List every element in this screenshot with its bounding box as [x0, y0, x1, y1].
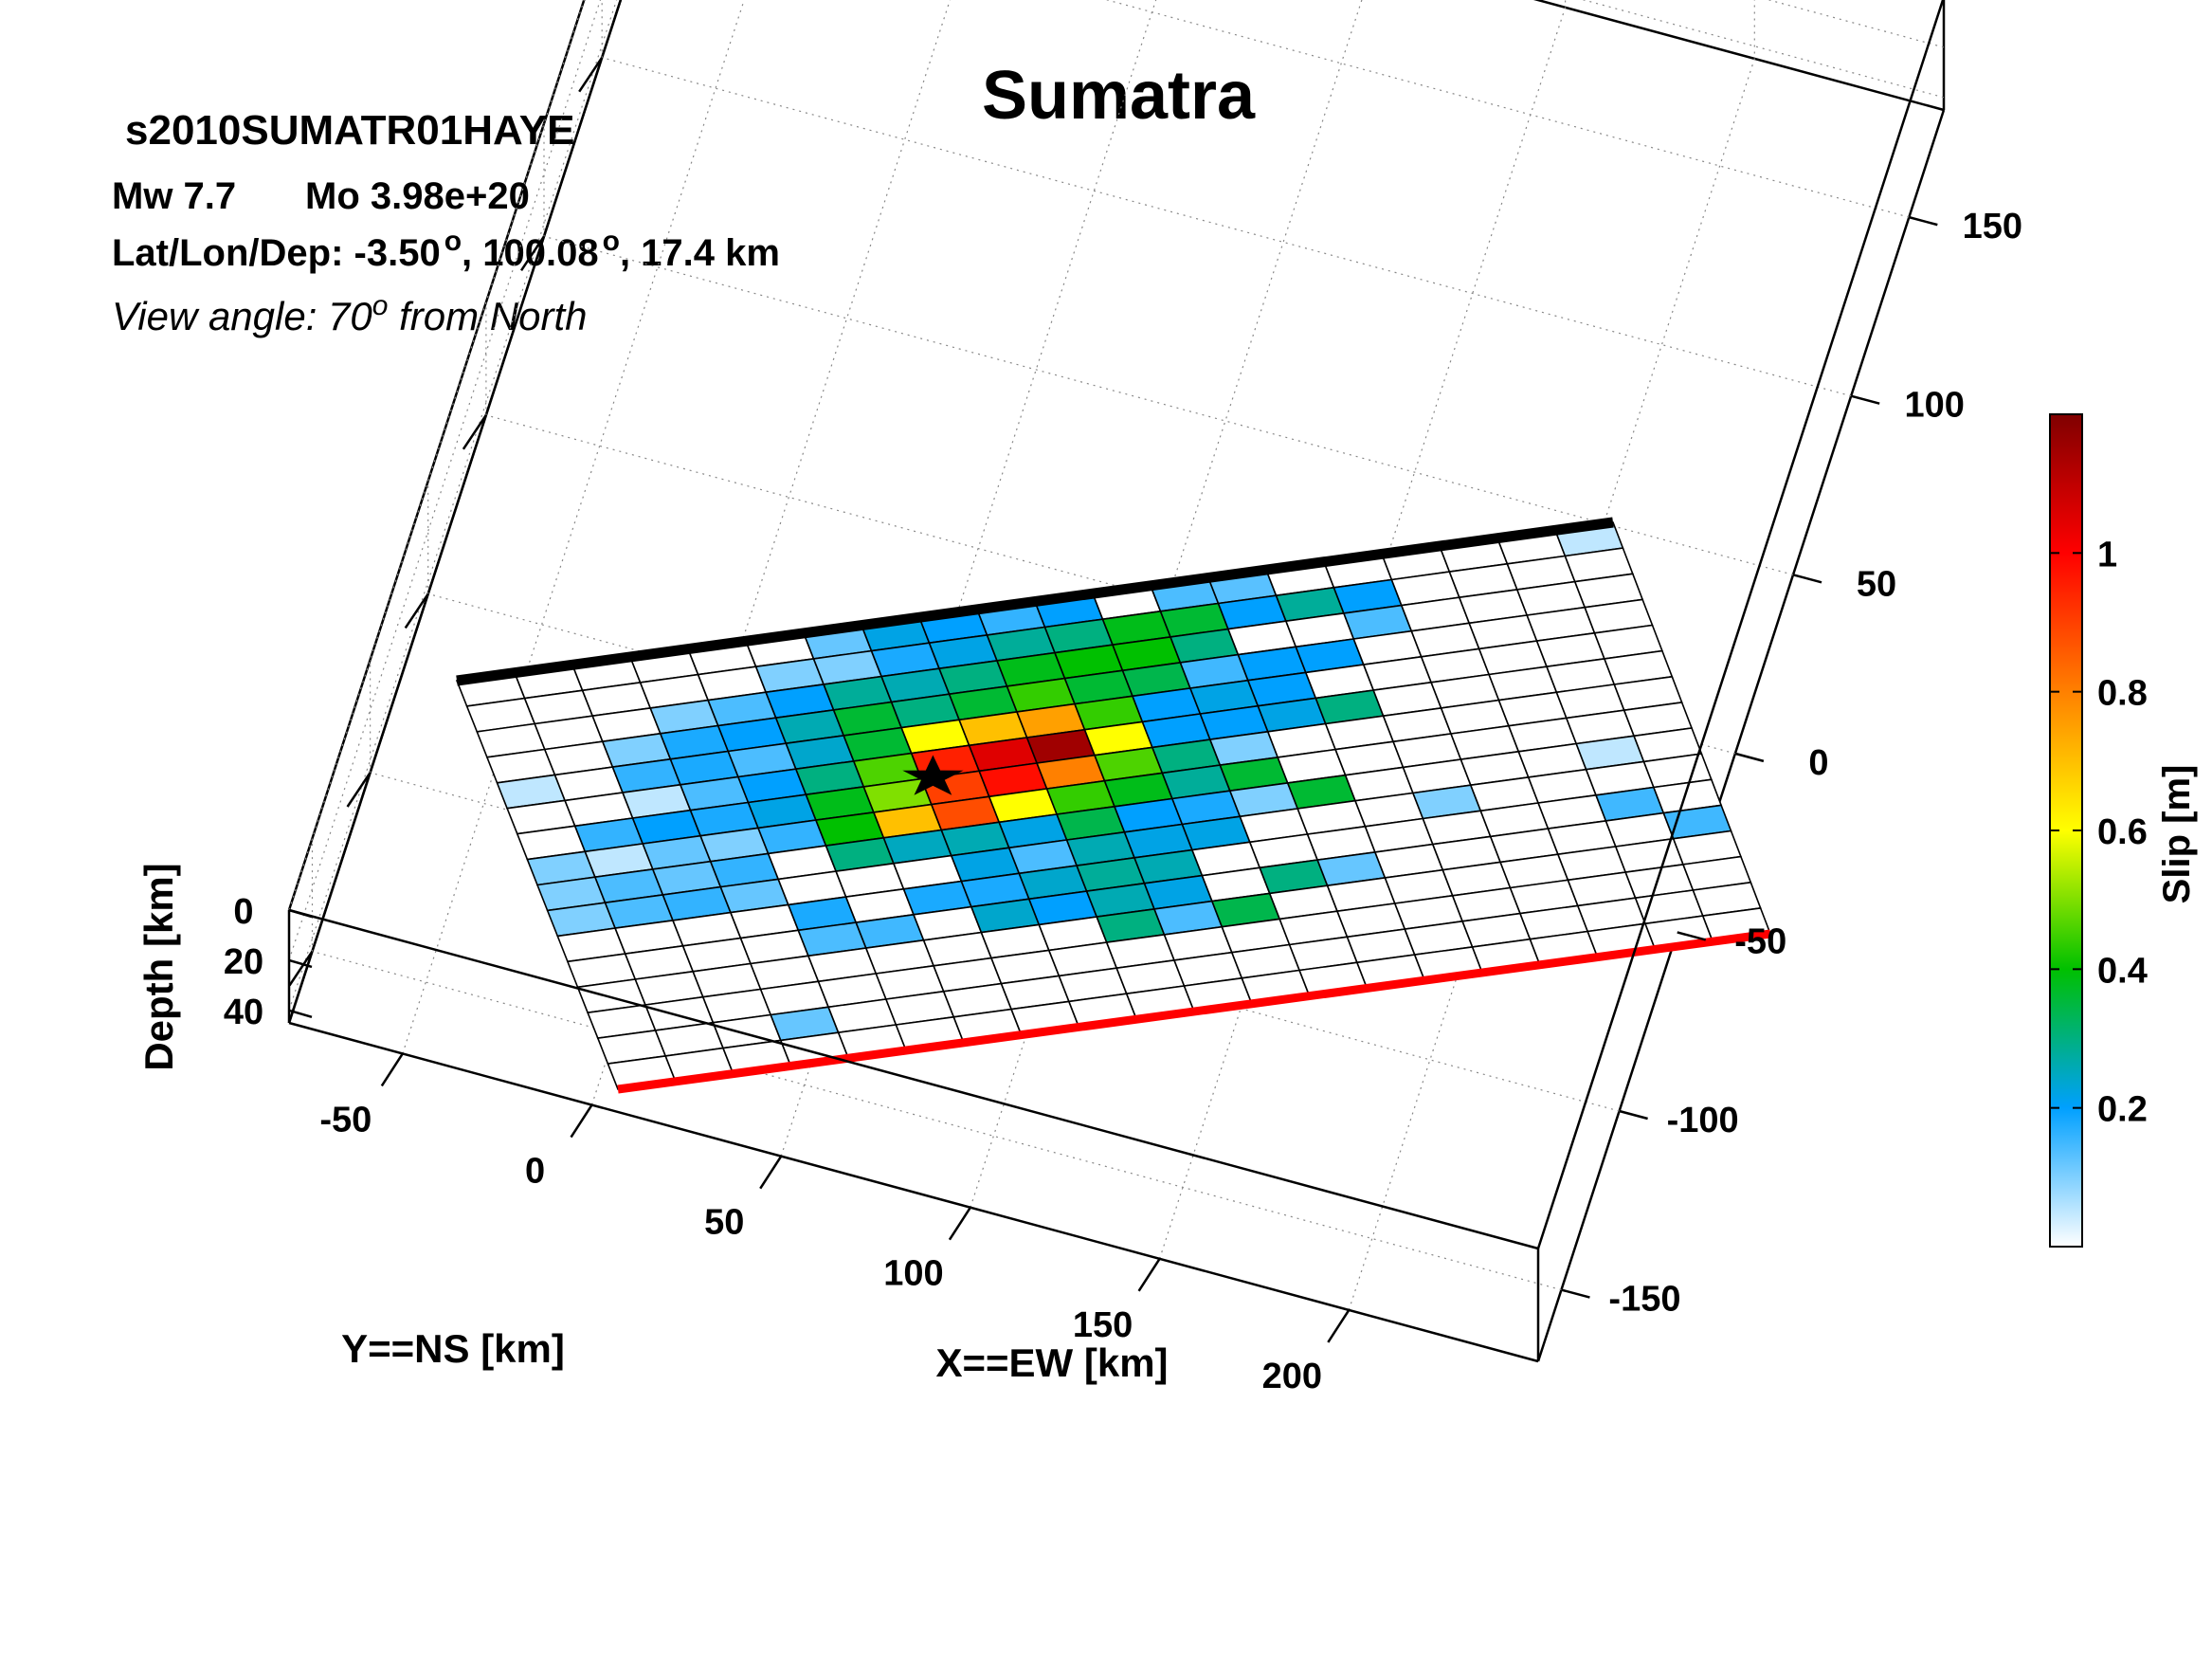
fault-patches	[455, 521, 1772, 1090]
grid-line-x	[402, 0, 745, 1054]
box-edge-front	[288, 908, 1539, 1250]
lat-degree: o	[444, 226, 462, 257]
grid-line-y	[601, 0, 1852, 397]
colorbar-ticks: 0.2 0.4 0.6 0.8 1	[2050, 535, 2148, 1130]
axis-ticks: -50 0 50 100 150 200 -150 -100 -50 0 50 100 150 0 20 40	[224, 57, 2022, 1396]
y-tick-label: -50	[1734, 921, 1786, 961]
x-tick	[1137, 1258, 1161, 1292]
y-tick	[1792, 574, 1822, 584]
hypocenter-star	[902, 755, 964, 795]
y-axis-label: Y==NS [km]	[341, 1326, 565, 1371]
x-axis-label: X==EW [km]	[935, 1340, 1168, 1385]
latlon-prefix: Lat/Lon/Dep: -3.50	[112, 232, 441, 274]
event-id: s2010SUMATR01HAYE	[125, 107, 574, 154]
z-tick-label: 0	[233, 892, 253, 932]
dep-text: , 17.4 km	[620, 232, 780, 274]
z-axis-label: Depth [km]	[136, 863, 181, 1070]
colorbar-tick-label: 0.2	[2097, 1090, 2148, 1130]
y-tick-left	[519, 235, 546, 271]
y-tick-left	[288, 950, 314, 987]
x-tick	[570, 1103, 593, 1139]
grid-line-y	[1105, 0, 1910, 218]
lon-text: , 100.08	[462, 232, 599, 274]
view-degree: o	[372, 290, 389, 321]
x-tick	[759, 1155, 783, 1190]
y-tick-label: 100	[1904, 386, 1964, 426]
x-tick	[1327, 1309, 1351, 1343]
view-angle-line: View angle: 70o from North	[112, 290, 588, 338]
x-tick	[380, 1052, 404, 1087]
fault-top-edge	[456, 517, 1614, 686]
y-tick-label: 50	[1857, 564, 1896, 604]
box-edge-back	[287, 0, 623, 1024]
y-tick-label: 0	[1808, 743, 1828, 783]
x-tick-label: 100	[883, 1254, 943, 1294]
colorbar-tick-label: 0.8	[2097, 674, 2148, 714]
box-edge-front	[288, 1021, 1539, 1363]
x-tick-label: 200	[1262, 1357, 1322, 1396]
grid-line-z	[288, 0, 1945, 961]
y-tick	[1677, 931, 1707, 941]
grid-line-z	[288, 0, 585, 911]
y-tick-left	[462, 414, 487, 450]
y-tick-label: 150	[1963, 207, 2022, 246]
y-tick-left	[346, 772, 372, 808]
y-tick-label: -100	[1667, 1101, 1739, 1140]
x-tick-label: 150	[1073, 1305, 1133, 1345]
y-tick-left	[404, 592, 429, 629]
y-tick	[1561, 1288, 1590, 1299]
colorbar-tick-label: 1	[2097, 535, 2117, 574]
lon-degree: o	[603, 226, 620, 257]
z-tick	[288, 1009, 313, 1018]
colorbar-tick-label: 0.4	[2097, 951, 2148, 991]
x-tick-label: 50	[704, 1203, 744, 1243]
x-tick	[948, 1207, 971, 1241]
y-tick	[1850, 394, 1880, 405]
mw-label: Mw 7.7	[112, 175, 236, 217]
y-tick-label: -150	[1608, 1280, 1680, 1320]
mo-label: Mo 3.98e+20	[305, 175, 530, 217]
box-edge-back	[1536, 109, 1946, 1362]
fault-bottom-edge	[617, 929, 1771, 1094]
z-tick-label: 40	[224, 993, 263, 1032]
y-tick	[1908, 215, 1938, 227]
fault-edges	[456, 517, 1771, 1094]
y-tick	[1619, 1109, 1648, 1121]
chart-title: Sumatra	[982, 58, 1256, 134]
view-prefix: View angle: 70	[112, 294, 372, 338]
latlon-line: Lat/Lon/Dep: -3.50 o, 100.08 o, 17.4 km	[112, 226, 780, 274]
box-edge-front	[1536, 0, 1945, 1249]
colorbar-tick-label: 0.6	[2097, 812, 2148, 852]
x-tick-label: -50	[319, 1100, 372, 1139]
grid-line-y	[543, 123, 1794, 575]
y-tick	[1734, 752, 1765, 763]
z-tick-label: 20	[224, 942, 263, 982]
y-tick-left	[578, 57, 604, 93]
z-tick	[288, 908, 313, 919]
grid-line-z	[288, 0, 1945, 1011]
axes-box-front	[287, 0, 1945, 1363]
box-edge-back	[1532, 0, 1945, 112]
z-tick	[288, 958, 313, 969]
colorbar-label: Slip [m]	[2156, 765, 2198, 904]
x-tick-label: 0	[525, 1152, 545, 1192]
